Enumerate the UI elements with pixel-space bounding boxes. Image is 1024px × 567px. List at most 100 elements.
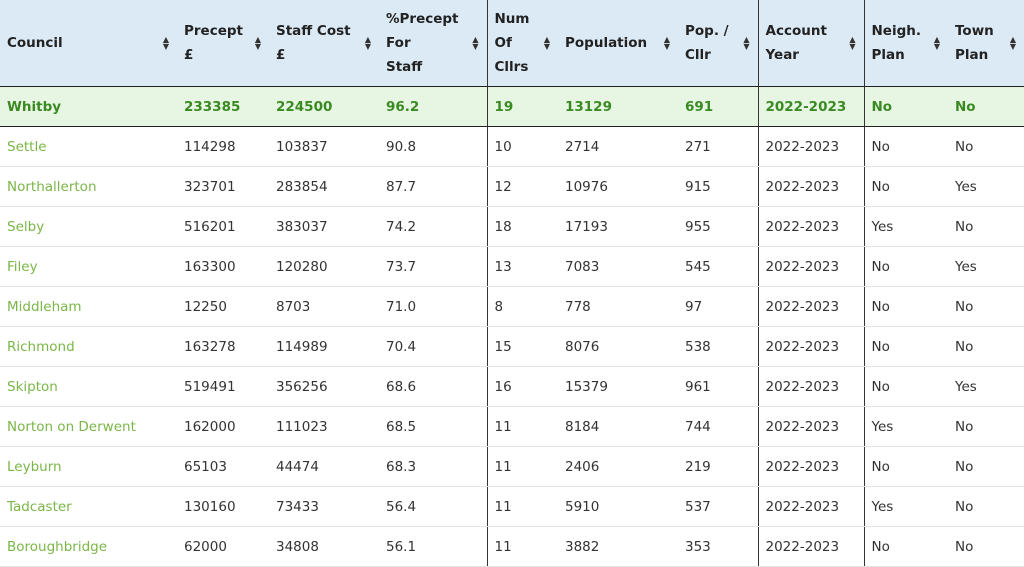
cell-staff-cost: 383037	[269, 206, 379, 247]
table-row: Tadcaster 130160 73433 56.4 11 5910 537 2022-20…	[0, 486, 1024, 527]
cell-precept: 162000	[177, 406, 269, 447]
sort-arrows-icon[interactable]: ▲ ▼	[364, 35, 371, 51]
cell-council: Filey	[0, 246, 177, 287]
council-link[interactable]: Middleham	[7, 298, 82, 315]
column-header-label: Town Plan	[955, 19, 1024, 67]
column-header-label: Staff Cost £	[276, 19, 379, 67]
cell-neigh-plan: No	[863, 326, 948, 367]
cell-council: Selby	[0, 206, 177, 247]
cell-account-year: 2022-2023	[757, 406, 864, 447]
table-header-row: Council ▲ ▼ Precept £ ▲ ▼ Staff Cost £ ▲ ▼ %Precept…	[0, 0, 1024, 87]
cell-neigh-plan: Yes	[863, 486, 948, 527]
cell-staff-cost: 44474	[269, 446, 379, 487]
column-header-line: Staff	[386, 59, 423, 75]
cell-council: Middleham	[0, 286, 177, 327]
cell-neigh-plan: No	[863, 126, 948, 167]
cell-town-plan: Yes	[948, 166, 1024, 207]
cell-num-of-cllrs: 15	[486, 326, 558, 367]
cell-population: 2714	[558, 126, 678, 167]
cell-population: 778	[558, 286, 678, 327]
sort-arrows-icon[interactable]: ▲ ▼	[254, 35, 261, 51]
cell-num-of-cllrs: 19	[486, 86, 558, 127]
column-header-council[interactable]: Council ▲ ▼	[0, 0, 177, 87]
cell-town-plan: No	[948, 446, 1024, 487]
column-header-neigh-plan[interactable]: Neigh. Plan ▲ ▼	[863, 0, 949, 87]
table-row-highlighted: Whitby 233385 224500 96.2 19 13129 691 2022-202…	[0, 86, 1024, 127]
column-header-line: Neigh.	[871, 23, 922, 39]
cell-precept: 163278	[177, 326, 269, 367]
cell-staff-cost: 34808	[269, 526, 379, 567]
cell-pop-cllr: 961	[678, 366, 758, 407]
column-header-num-of-cllrs[interactable]: Num Of Cllrs ▲ ▼	[486, 0, 558, 87]
cell-staff-cost: 103837	[269, 126, 379, 167]
column-header-line: Cllrs	[494, 59, 529, 75]
table-row: Norton on Derwent 162000 111023 68.5 11 8184 7…	[0, 406, 1024, 447]
cell-council: Leyburn	[0, 446, 177, 487]
cell-town-plan: No	[948, 206, 1024, 247]
column-header-line: Year	[765, 47, 799, 63]
cell-account-year: 2022-2023	[757, 286, 864, 327]
table-row: Boroughbridge 62000 34808 56.1 11 3882 353 2022…	[0, 526, 1024, 567]
table-row: Settle 114298 103837 90.8 10 2714 271 2022-2023…	[0, 126, 1024, 167]
cell-account-year: 2022-2023	[757, 86, 864, 127]
cell-council: Skipton	[0, 366, 177, 407]
column-header-town-plan[interactable]: Town Plan ▲ ▼	[948, 0, 1024, 87]
council-link[interactable]: Filey	[7, 258, 38, 275]
cell-neigh-plan: No	[863, 286, 948, 327]
sort-arrows-icon[interactable]: ▲ ▼	[162, 35, 169, 51]
column-header-line: Num	[494, 11, 530, 27]
cell-staff-cost: 283854	[269, 166, 379, 207]
column-header-label: Neigh. Plan	[872, 19, 949, 67]
council-link[interactable]: Norton on Derwent	[7, 418, 136, 435]
council-link[interactable]: Selby	[7, 218, 45, 235]
column-header-account-year[interactable]: Account Year ▲ ▼	[757, 0, 864, 87]
cell-precept: 12250	[177, 286, 269, 327]
sort-arrows-icon[interactable]: ▲ ▼	[849, 35, 856, 51]
cell-precept-for-staff: 68.3	[379, 446, 487, 487]
cell-council: Tadcaster	[0, 486, 177, 527]
cell-council: Northallerton	[0, 166, 177, 207]
column-header-population[interactable]: Population ▲ ▼	[558, 0, 678, 87]
council-link[interactable]: Northallerton	[7, 178, 97, 195]
cell-town-plan: No	[948, 86, 1024, 127]
cell-precept-for-staff: 74.2	[379, 206, 487, 247]
cell-pop-cllr: 744	[678, 406, 758, 447]
cell-population: 13129	[558, 86, 678, 127]
cell-population: 10976	[558, 166, 678, 207]
council-link[interactable]: Boroughbridge	[7, 538, 108, 555]
council-link[interactable]: Skipton	[7, 378, 58, 395]
sort-arrows-icon[interactable]: ▲ ▼	[743, 35, 750, 51]
cell-population: 15379	[558, 366, 678, 407]
council-link[interactable]: Tadcaster	[7, 498, 72, 515]
council-link[interactable]: Leyburn	[7, 458, 62, 475]
column-header-pop-cllr[interactable]: Pop. / Cllr ▲ ▼	[678, 0, 758, 87]
cell-account-year: 2022-2023	[757, 166, 864, 207]
column-header-label: Precept £	[184, 19, 269, 67]
cell-town-plan: Yes	[948, 246, 1024, 287]
sort-arrows-icon[interactable]: ▲ ▼	[472, 35, 479, 51]
column-header-precept[interactable]: Precept £ ▲ ▼	[177, 0, 269, 87]
cell-pop-cllr: 915	[678, 166, 758, 207]
cell-pop-cllr: 271	[678, 126, 758, 167]
cell-num-of-cllrs: 12	[486, 166, 558, 207]
council-link[interactable]: Richmond	[7, 338, 75, 355]
cell-precept: 516201	[177, 206, 269, 247]
cell-staff-cost: 8703	[269, 286, 379, 327]
cell-population: 5910	[558, 486, 678, 527]
cell-precept-for-staff: 87.7	[379, 166, 487, 207]
sort-arrows-icon[interactable]: ▲ ▼	[1009, 35, 1016, 51]
council-link[interactable]: Whitby	[7, 98, 62, 115]
sort-arrows-icon[interactable]: ▲ ▼	[663, 35, 670, 51]
cell-num-of-cllrs: 11	[486, 526, 558, 567]
cell-population: 17193	[558, 206, 678, 247]
cell-precept-for-staff: 68.5	[379, 406, 487, 447]
cell-precept-for-staff: 71.0	[379, 286, 487, 327]
sort-arrows-icon[interactable]: ▲ ▼	[543, 35, 550, 51]
sort-arrows-icon[interactable]: ▲ ▼	[933, 35, 940, 51]
column-header-precept-for-staff[interactable]: %Precept For Staff ▲ ▼	[379, 0, 487, 87]
cell-pop-cllr: 353	[678, 526, 758, 567]
council-link[interactable]: Settle	[7, 138, 47, 155]
cell-neigh-plan: Yes	[863, 206, 948, 247]
column-header-staff-cost[interactable]: Staff Cost £ ▲ ▼	[269, 0, 379, 87]
cell-staff-cost: 111023	[269, 406, 379, 447]
